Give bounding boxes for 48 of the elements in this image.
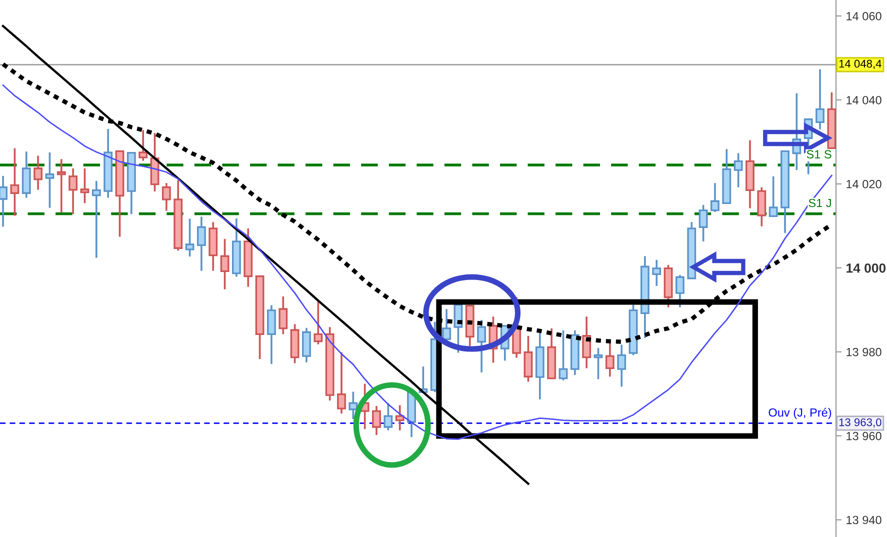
candlestick xyxy=(34,154,42,191)
y-tick-label: 13 940 xyxy=(846,516,882,524)
y-tick-label: 13 980 xyxy=(846,348,882,356)
candlestick xyxy=(605,340,614,378)
candlestick xyxy=(710,182,720,213)
candlestick xyxy=(314,300,323,346)
text: 13 963,0 xyxy=(839,418,882,428)
candlestick xyxy=(80,167,90,204)
candlestick xyxy=(698,204,708,242)
candlestick xyxy=(582,316,592,370)
y-tick-label: 14 060 xyxy=(846,12,882,20)
candlestick xyxy=(45,152,54,209)
y-tick-label: 14 000 xyxy=(846,263,886,273)
candlestick xyxy=(816,68,824,130)
candlestick xyxy=(652,258,662,287)
ref-line-label: S1 S xyxy=(806,150,832,158)
candlestick xyxy=(558,330,568,382)
candlestick xyxy=(734,152,743,188)
y-tick-label: 14 040 xyxy=(846,96,882,104)
candlestick xyxy=(196,216,206,272)
candlestick xyxy=(617,344,626,388)
candlestick xyxy=(337,351,346,414)
candlestick xyxy=(372,405,381,436)
ref-line-label: S1 J xyxy=(808,198,831,208)
candlestick xyxy=(138,129,148,162)
ref-line-label: 14 048,4 xyxy=(839,60,882,69)
candlestick xyxy=(267,304,276,365)
candlestick xyxy=(594,347,603,380)
candlestick xyxy=(395,404,404,432)
y-tick-label: 13 960 xyxy=(846,432,882,440)
candlestick xyxy=(302,327,311,364)
candlestick xyxy=(477,319,486,374)
candlestick xyxy=(384,402,393,432)
candlestick xyxy=(278,296,288,336)
candlestick xyxy=(348,390,358,420)
candlestick xyxy=(162,182,171,212)
candlestick xyxy=(768,175,778,218)
candlestick xyxy=(220,238,230,290)
ref-line-label: Ouv (J, Pré) xyxy=(768,408,832,420)
candlestick xyxy=(676,274,684,308)
candlestick xyxy=(68,167,78,216)
line-series xyxy=(2,84,832,440)
y-tick-label: 14 020 xyxy=(846,180,882,188)
candlestick xyxy=(92,180,101,259)
candlestick xyxy=(56,158,66,214)
candlestick xyxy=(442,308,451,342)
candlestick xyxy=(10,147,20,217)
candlestick xyxy=(185,218,194,258)
